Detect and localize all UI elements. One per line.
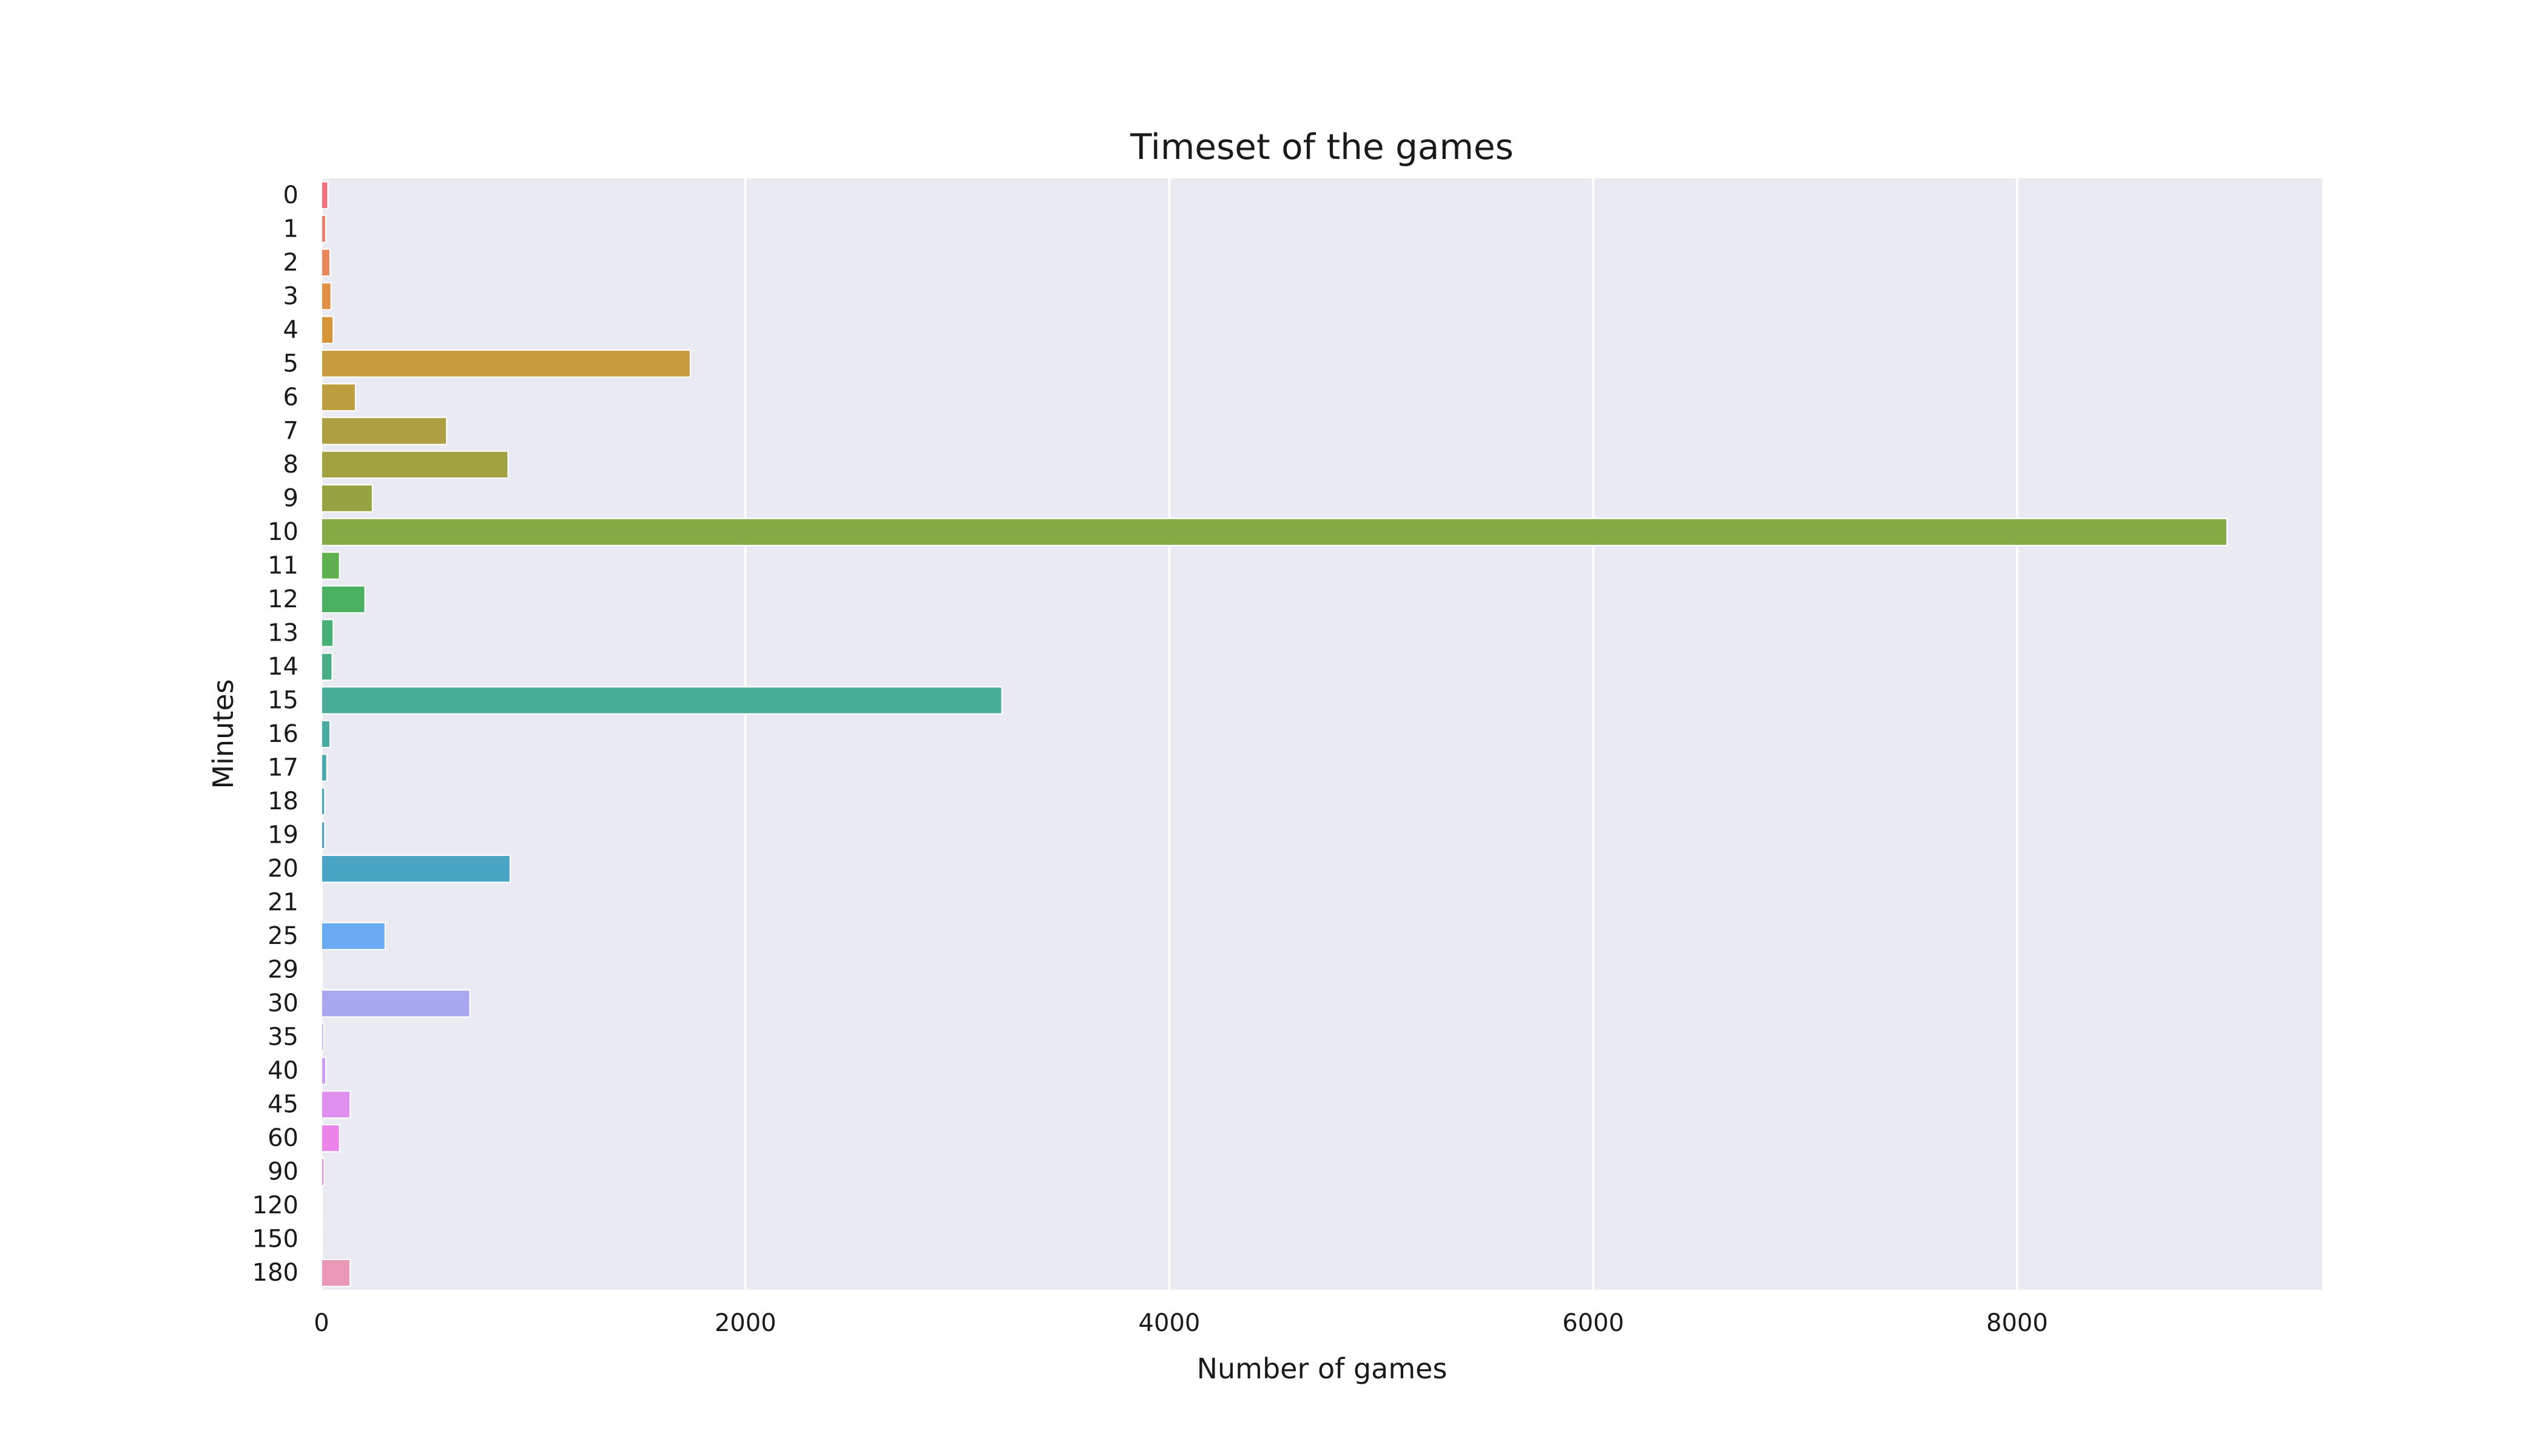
- y-tick-label: 17: [268, 754, 298, 782]
- y-tick-label: 18: [268, 787, 298, 815]
- x-tick-label: 4000: [1139, 1309, 1201, 1337]
- y-tick-label: 5: [283, 349, 298, 377]
- x-tick-label: 2000: [715, 1309, 777, 1337]
- y-tick-label: 19: [268, 821, 298, 849]
- y-tick-label: 1: [283, 215, 298, 243]
- bar-3: [321, 282, 332, 311]
- y-tick-label: 150: [252, 1225, 298, 1253]
- y-tick-label: 8: [283, 451, 298, 479]
- y-tick-label: 13: [268, 619, 298, 647]
- plot-area: [322, 178, 2322, 1290]
- y-tick-label: 12: [268, 585, 298, 613]
- bar-8: [321, 450, 509, 479]
- y-tick-label: 14: [268, 653, 298, 681]
- bar-25: [321, 922, 386, 951]
- y-tick-label: 0: [283, 181, 298, 209]
- y-tick-label: 29: [268, 956, 298, 984]
- y-tick-label: 2: [283, 249, 298, 277]
- y-tick-label: 180: [252, 1259, 298, 1287]
- y-tick-label: 9: [283, 484, 298, 512]
- bar-45: [321, 1090, 351, 1119]
- bar-35: [321, 1023, 325, 1051]
- y-tick-label: 15: [268, 686, 298, 714]
- bar-2: [321, 248, 331, 277]
- y-tick-label: 120: [252, 1191, 298, 1219]
- bar-18: [321, 787, 326, 816]
- bar-9: [321, 484, 373, 513]
- bar-5: [321, 349, 691, 378]
- bar-17: [321, 753, 328, 782]
- y-tick-label: 40: [268, 1057, 298, 1085]
- y-tick-label: 30: [268, 989, 298, 1017]
- y-tick-label: 21: [268, 889, 298, 917]
- bar-7: [321, 417, 448, 445]
- y-tick-label: 11: [268, 551, 298, 579]
- y-tick-label: 16: [268, 720, 298, 748]
- bar-19: [321, 821, 326, 849]
- bar-1: [321, 215, 326, 243]
- y-tick-label: 3: [283, 282, 298, 310]
- bar-20: [321, 854, 511, 883]
- bar-15: [321, 686, 1003, 715]
- bar-11: [321, 551, 340, 580]
- bar-0: [321, 181, 329, 209]
- y-tick-labels: 0123456789101112131415161718192021252930…: [252, 181, 298, 1287]
- bar-14: [321, 652, 333, 681]
- y-tick-label: 10: [268, 518, 298, 546]
- x-tick-labels: 0 2000 4000 6000 8000: [314, 1309, 2048, 1337]
- chart-title: Timeset of the games: [1130, 126, 1514, 167]
- y-tick-label: 6: [283, 383, 298, 411]
- bar-90: [321, 1158, 325, 1186]
- bar-4: [321, 315, 334, 345]
- y-tick-label: 90: [268, 1158, 298, 1186]
- x-tick-label: 0: [314, 1309, 329, 1337]
- bar-40: [321, 1056, 326, 1085]
- y-tick-label: 25: [268, 922, 298, 950]
- x-tick-label: 6000: [1562, 1309, 1624, 1337]
- bar-30: [321, 989, 471, 1018]
- bar-13: [321, 619, 334, 647]
- bars: [321, 181, 2228, 1287]
- y-tick-label: 60: [268, 1124, 298, 1152]
- bar-16: [321, 720, 331, 749]
- y-tick-label: 20: [268, 855, 298, 883]
- y-tick-label: 7: [283, 417, 298, 445]
- y-tick-label: 4: [283, 316, 298, 344]
- y-axis-label: Minutes: [207, 679, 240, 789]
- x-axis-label: Number of games: [1197, 1352, 1448, 1385]
- bar-60: [321, 1124, 340, 1153]
- bar-180: [321, 1259, 351, 1287]
- y-tick-label: 45: [268, 1091, 298, 1119]
- bar-12: [321, 585, 366, 614]
- bar-6: [321, 383, 356, 412]
- bar-10: [321, 517, 2228, 547]
- y-tick-label: 35: [268, 1023, 298, 1051]
- x-tick-label: 8000: [1986, 1309, 2048, 1337]
